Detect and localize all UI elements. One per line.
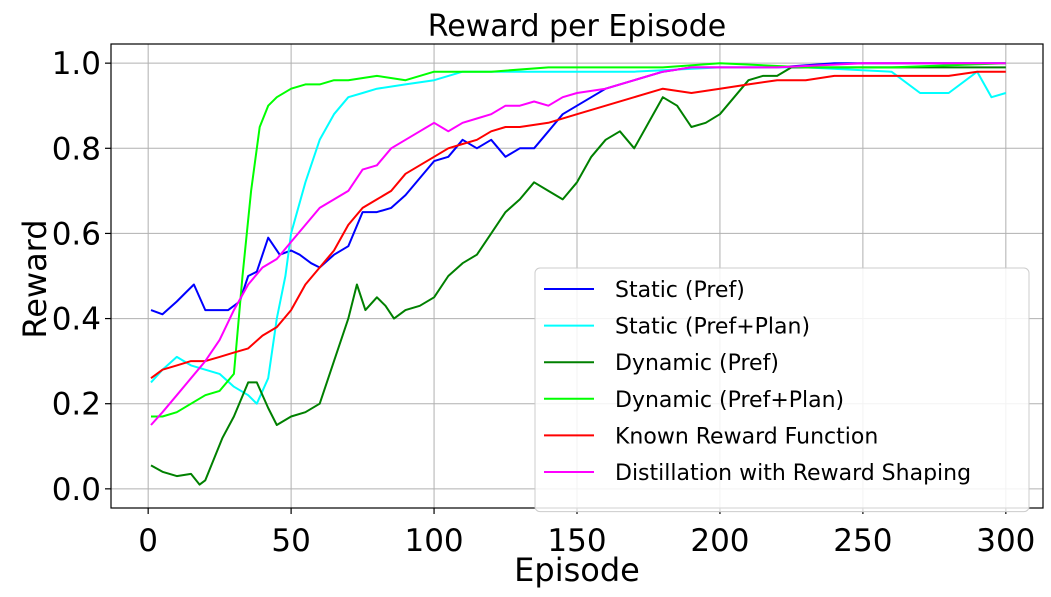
legend-box	[534, 267, 1030, 513]
x-tick-label: 100	[404, 523, 463, 559]
y-tick-label: 0.0	[52, 472, 101, 508]
series-line	[150, 70, 1006, 380]
axis-ticks: 0 50 100 150 200 250 300 0.0 0.2 0.4 0.6 0.8 1.0	[52, 46, 1036, 559]
y-tick-label: 0.8	[52, 131, 101, 167]
x-tick-label: 300	[976, 523, 1035, 559]
legend-label: Static (Pref+Plan)	[615, 315, 810, 340]
series-line	[151, 62, 1006, 418]
y-tick-label: 0.6	[52, 216, 101, 252]
chart-title: Reward per Episode	[428, 9, 726, 44]
x-tick-label: 200	[690, 523, 749, 559]
legend-label: Distillation with Reward Shaping	[615, 461, 971, 486]
series-line	[150, 62, 1006, 426]
legend-label: Dynamic (Pref+Plan)	[615, 388, 844, 413]
series-lines	[150, 62, 1007, 486]
y-axis-label: Reward	[16, 219, 54, 338]
y-tick-label: 1.0	[52, 46, 101, 82]
legend-label: Dynamic (Pref)	[615, 351, 779, 376]
y-tick-label: 0.4	[52, 302, 101, 338]
x-tick-label: 150	[547, 523, 606, 559]
x-tick-label: 0	[138, 523, 158, 559]
x-tick-label: 250	[833, 523, 892, 559]
legend-label: Known Reward Function	[615, 424, 878, 449]
legend-label: Static (Pref)	[615, 278, 745, 303]
series-line	[150, 66, 1006, 486]
series-line	[150, 66, 1007, 405]
legend: Static (Pref) Static (Pref+Plan) Dynamic (…	[534, 267, 1030, 513]
y-tick-label: 0.2	[52, 387, 101, 423]
x-axis-label: Episode	[514, 551, 640, 589]
x-tick-label: 50	[271, 523, 310, 559]
